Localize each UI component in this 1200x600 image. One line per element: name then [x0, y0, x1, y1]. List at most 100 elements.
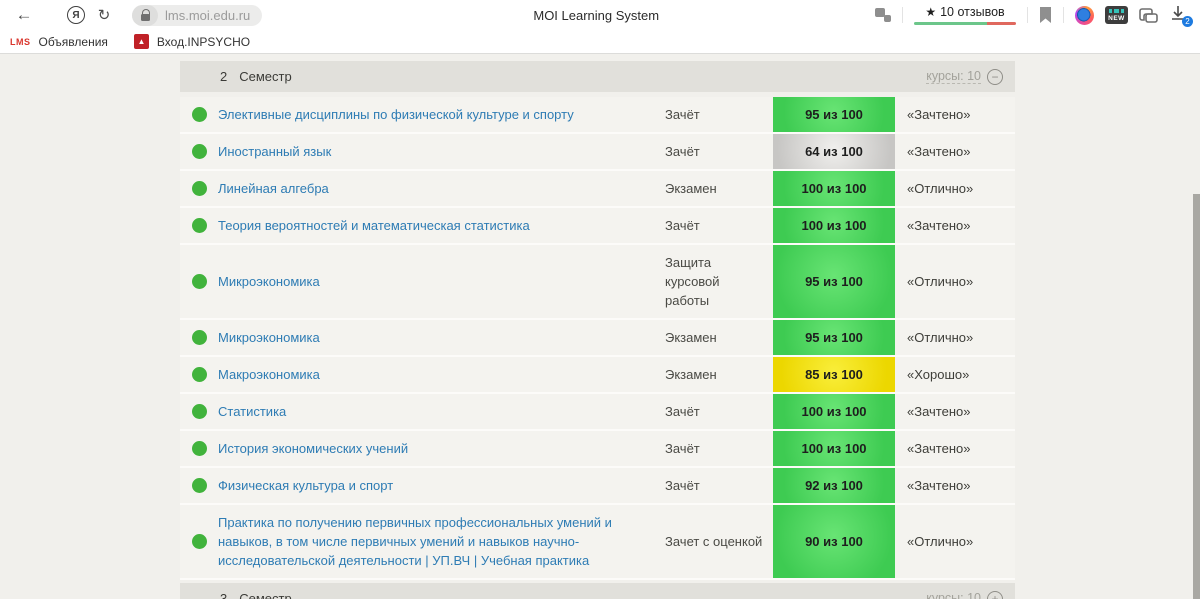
- semester-2-header: 2 Семестр курсы: 10 −: [180, 61, 1015, 92]
- grade-text: «Отлично»: [907, 534, 974, 549]
- course-title-link[interactable]: Микроэкономика: [218, 330, 320, 345]
- status-dot-icon: [191, 181, 207, 196]
- lock-icon: [140, 8, 150, 21]
- divider: [1063, 7, 1064, 23]
- semester-label: Семестр: [239, 591, 292, 599]
- status-dot-cell: [180, 441, 218, 456]
- assessment-type: Зачет с оценкой: [665, 534, 763, 549]
- scrollbar-thumb[interactable]: [1193, 194, 1200, 599]
- grade-text: «Зачтено»: [907, 107, 971, 122]
- assessment-type: Зачёт: [665, 218, 700, 233]
- score-badge: 92 из 100: [773, 468, 895, 503]
- course-title-link[interactable]: Иностранный язык: [218, 144, 332, 159]
- grade-text: «Отлично»: [907, 181, 974, 196]
- assessment-type: Зачёт: [665, 107, 700, 122]
- course-title-link[interactable]: Теория вероятностей и математическая ста…: [218, 218, 530, 233]
- course-row: Макроэкономика Экзамен 85 из 100 «Хорошо…: [180, 357, 1015, 394]
- downloads-button[interactable]: 2: [1170, 5, 1193, 27]
- course-title-link[interactable]: Физическая культура и спорт: [218, 478, 394, 493]
- score-badge: 64 из 100: [773, 134, 895, 169]
- browser-extension-icon[interactable]: [1075, 5, 1094, 25]
- screen-recorder-extension-icon[interactable]: NEW: [1105, 6, 1128, 24]
- bookmark-item-announcements[interactable]: LMS Объявления: [10, 35, 108, 49]
- status-dot-icon: [191, 107, 207, 122]
- course-title-link[interactable]: История экономических учений: [218, 441, 409, 456]
- status-dot-icon: [191, 274, 207, 289]
- semester-3-header: 3 Семестр курсы: 10 +: [180, 583, 1015, 599]
- course-title-link[interactable]: Элективные дисциплины по физической куль…: [218, 107, 574, 122]
- browser-toolbar: ← Я ↻ lms.moi.edu.ru MOI Learning System…: [0, 0, 1200, 30]
- bookmark-item-inpsycho[interactable]: ▲ Вход.INPSYCHO: [133, 34, 250, 49]
- ssl-lock-wrap[interactable]: [132, 4, 158, 26]
- grade-text: «Хорошо»: [907, 367, 970, 382]
- bookmark-icon[interactable]: [1039, 7, 1052, 23]
- divider: [1027, 7, 1028, 23]
- semester-number: 2: [220, 69, 228, 84]
- score-badge: 95 из 100: [773, 320, 895, 355]
- page-title: MOI Learning System: [533, 7, 660, 23]
- star-icon: ★: [925, 5, 937, 19]
- expand-icon[interactable]: +: [987, 590, 1003, 599]
- yandex-home-button[interactable]: Я: [62, 2, 90, 28]
- grade-text: «Зачтено»: [907, 441, 971, 456]
- course-row: Практика по получению первичных професси…: [180, 505, 1015, 580]
- assessment-type: Экзамен: [665, 330, 717, 345]
- status-dot-cell: [180, 534, 218, 549]
- assessment-type: Экзамен: [665, 367, 717, 382]
- toolbar-right-cluster: ★ 10 отзывов NEW 2: [875, 5, 1193, 27]
- assessment-type: Зачёт: [665, 478, 700, 493]
- courses-count-link[interactable]: курсы: 10: [926, 591, 981, 599]
- address-bar[interactable]: lms.moi.edu.ru: [132, 4, 263, 26]
- reviews-rating-bar: [914, 22, 1016, 25]
- status-dot-cell: [180, 218, 218, 233]
- course-title-link[interactable]: Практика по получению первичных професси…: [218, 515, 612, 568]
- site-reviews-button[interactable]: ★ 10 отзывов: [914, 5, 1016, 25]
- courses-count-link[interactable]: курсы: 10: [926, 69, 981, 84]
- status-dot-cell: [180, 107, 218, 122]
- status-dot-icon: [191, 478, 207, 493]
- status-dot-cell: [180, 274, 218, 289]
- yandex-logo-icon: Я: [67, 6, 85, 24]
- course-row: Элективные дисциплины по физической куль…: [180, 97, 1015, 134]
- status-dot-cell: [180, 330, 218, 345]
- score-badge: 95 из 100: [773, 245, 895, 318]
- course-title-link[interactable]: Микроэкономика: [218, 274, 320, 289]
- collapse-icon[interactable]: −: [987, 68, 1003, 85]
- status-dot-cell: [180, 478, 218, 493]
- status-dot-icon: [191, 218, 207, 233]
- course-title-link[interactable]: Статистика: [218, 404, 287, 419]
- grade-text: «Отлично»: [907, 274, 974, 289]
- assessment-type: Защита курсовой работы: [665, 255, 720, 308]
- back-button[interactable]: ←: [10, 2, 38, 28]
- assessment-type: Зачёт: [665, 144, 700, 159]
- grade-text: «Зачтено»: [907, 404, 971, 419]
- status-dot-cell: [180, 144, 218, 159]
- course-title-link[interactable]: Макроэкономика: [218, 367, 320, 382]
- url-text: lms.moi.edu.ru: [165, 7, 251, 23]
- status-dot-icon: [191, 144, 207, 159]
- score-badge: 90 из 100: [773, 505, 895, 578]
- course-row: История экономических учений Зачёт 100 и…: [180, 431, 1015, 468]
- score-badge: 100 из 100: [773, 431, 895, 466]
- lms-favicon: LMS: [10, 36, 31, 47]
- grades-list: Элективные дисциплины по физической куль…: [180, 97, 1015, 580]
- assessment-type: Зачёт: [665, 441, 700, 456]
- collections-icon[interactable]: [1139, 6, 1159, 24]
- status-dot-cell: [180, 181, 218, 196]
- course-row: Физическая культура и спорт Зачёт 92 из …: [180, 468, 1015, 505]
- reload-button[interactable]: ↻: [90, 2, 118, 28]
- page-content: 2 Семестр курсы: 10 − Элективные дисципл…: [0, 54, 1200, 599]
- course-title-link[interactable]: Линейная алгебра: [218, 181, 329, 196]
- status-dot-icon: [191, 404, 207, 419]
- grade-text: «Отлично»: [907, 330, 974, 345]
- status-dot-cell: [180, 404, 218, 419]
- inpsycho-favicon: ▲: [133, 34, 149, 49]
- score-badge: 100 из 100: [773, 394, 895, 429]
- score-badge: 100 из 100: [773, 208, 895, 243]
- semester-number: 3: [220, 591, 228, 599]
- divider: [902, 7, 903, 23]
- site-permissions-icon[interactable]: [875, 8, 891, 22]
- new-badge: NEW: [1108, 15, 1125, 22]
- reload-icon: ↻: [97, 7, 111, 24]
- course-row: Микроэкономика Экзамен 95 из 100 «Отличн…: [180, 320, 1015, 357]
